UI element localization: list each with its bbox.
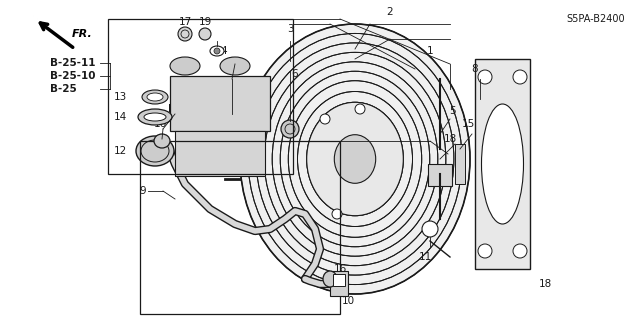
- Text: E-3: E-3: [168, 104, 187, 114]
- Text: 8: 8: [472, 64, 478, 74]
- Text: 7: 7: [227, 57, 234, 67]
- Ellipse shape: [178, 27, 192, 41]
- Ellipse shape: [323, 271, 337, 287]
- Circle shape: [513, 244, 527, 258]
- Bar: [475, 59, 530, 269]
- Text: 16: 16: [333, 264, 347, 274]
- Circle shape: [478, 244, 492, 258]
- Text: 12: 12: [113, 146, 127, 156]
- Text: B-25-11: B-25-11: [50, 58, 95, 68]
- Circle shape: [320, 114, 330, 124]
- Text: 19: 19: [198, 17, 212, 27]
- Ellipse shape: [222, 114, 242, 134]
- Ellipse shape: [170, 57, 200, 75]
- Bar: [170, 76, 270, 131]
- Circle shape: [422, 221, 438, 237]
- Ellipse shape: [154, 134, 170, 148]
- Ellipse shape: [307, 102, 403, 216]
- Text: 5: 5: [449, 106, 455, 116]
- Ellipse shape: [334, 135, 376, 183]
- Text: B-25: B-25: [50, 84, 77, 94]
- Text: 6: 6: [292, 69, 298, 79]
- Text: 18: 18: [538, 279, 552, 289]
- Bar: [108, 19, 293, 174]
- Ellipse shape: [142, 90, 168, 104]
- Text: 18: 18: [444, 134, 456, 144]
- Text: 4: 4: [221, 46, 227, 56]
- Ellipse shape: [281, 120, 299, 138]
- Bar: [140, 141, 340, 314]
- Text: FR.: FR.: [72, 29, 93, 39]
- Circle shape: [355, 104, 365, 114]
- Bar: [330, 271, 348, 296]
- Text: 17: 17: [179, 17, 191, 27]
- Text: 11: 11: [419, 252, 431, 262]
- Bar: [428, 164, 452, 186]
- Ellipse shape: [147, 93, 163, 101]
- Text: 2: 2: [387, 7, 394, 17]
- Text: 1: 1: [427, 46, 433, 56]
- Ellipse shape: [240, 24, 470, 294]
- Circle shape: [332, 209, 342, 219]
- Text: 14: 14: [113, 112, 127, 122]
- Text: S5PA-B2400: S5PA-B2400: [566, 14, 625, 24]
- Ellipse shape: [136, 136, 174, 166]
- Text: 15: 15: [461, 119, 475, 129]
- Text: 13: 13: [113, 92, 127, 102]
- Text: 9: 9: [140, 186, 147, 196]
- Ellipse shape: [210, 46, 224, 56]
- Ellipse shape: [220, 57, 250, 75]
- Text: 16: 16: [154, 119, 166, 129]
- Text: 3: 3: [287, 24, 293, 34]
- Text: 10: 10: [341, 296, 355, 306]
- Bar: [333, 274, 345, 286]
- Bar: [175, 131, 265, 176]
- Ellipse shape: [199, 28, 211, 40]
- Circle shape: [214, 48, 220, 54]
- Text: B-25-10: B-25-10: [50, 71, 95, 81]
- Ellipse shape: [481, 104, 524, 224]
- Bar: [455, 144, 465, 184]
- Circle shape: [478, 70, 492, 84]
- Ellipse shape: [144, 113, 166, 121]
- Ellipse shape: [138, 109, 172, 125]
- Circle shape: [513, 70, 527, 84]
